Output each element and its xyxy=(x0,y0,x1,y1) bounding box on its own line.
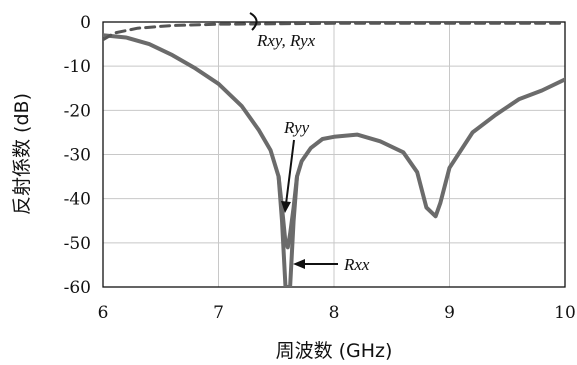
annotation-rxy-ryx: Rxy, Ryx xyxy=(256,31,316,50)
y-tick-label: -40 xyxy=(64,190,91,210)
y-tick-label: 0 xyxy=(80,13,91,33)
x-tick-label: 9 xyxy=(444,303,455,323)
annotation-ryy: Ryy xyxy=(283,118,310,137)
y-tick-label: -60 xyxy=(64,278,91,298)
series-line-rxx xyxy=(103,33,565,287)
rxx-arrowhead-icon xyxy=(293,259,305,269)
y-tick-label: -10 xyxy=(64,57,91,77)
y-axis-title: 反射係数 (dB) xyxy=(11,93,33,215)
ryy-arrowhead-icon xyxy=(281,201,291,213)
series-line-ryy xyxy=(276,174,299,250)
x-tick-label: 7 xyxy=(213,303,224,323)
x-axis-title: 周波数 (GHz) xyxy=(276,340,393,362)
grid xyxy=(103,22,565,287)
x-tick-labels: 6 7 8 9 10 xyxy=(98,303,576,323)
bracket-icon xyxy=(249,12,258,31)
x-tick-label: 6 xyxy=(98,303,109,323)
series-line-rxy-ryx xyxy=(103,22,565,42)
y-tick-label: -30 xyxy=(64,146,91,166)
annotation-group: Rxy, Ryx Ryy Rxx xyxy=(249,12,370,274)
x-tick-label: 8 xyxy=(329,303,340,323)
y-tick-label: -20 xyxy=(64,101,91,121)
series-group xyxy=(103,22,565,287)
y-tick-labels: 0 -10 -20 -30 -40 -50 -60 xyxy=(64,13,91,298)
y-tick-label: -50 xyxy=(64,234,91,254)
ryy-arrow-line xyxy=(285,139,295,205)
annotation-rxx: Rxx xyxy=(343,255,370,274)
x-tick-label: 10 xyxy=(554,303,576,323)
